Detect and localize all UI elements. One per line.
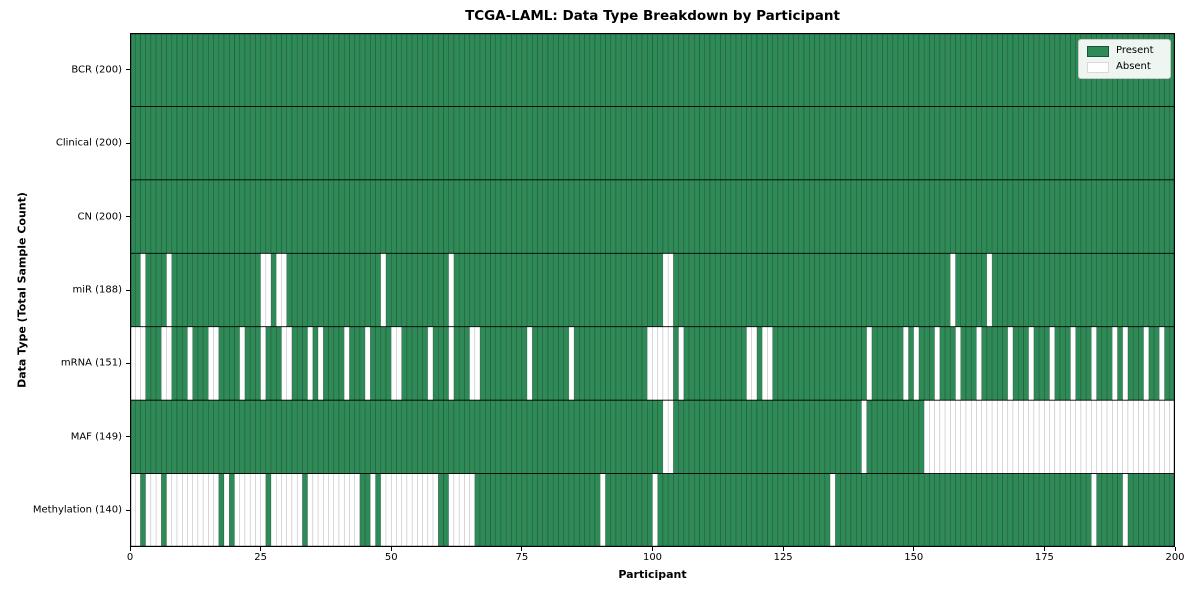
y-tick-label-CN: CN (200) (77, 211, 122, 223)
y-tick-mark (126, 289, 130, 291)
x-tick-label-0: 0 (126, 552, 134, 563)
x-tick-label-150: 150 (904, 552, 924, 563)
x-axis-label: Participant (618, 568, 687, 581)
x-tick-mark (129, 547, 131, 551)
y-tick-mark (126, 69, 130, 71)
y-tick-label-mRNA: mRNA (151) (60, 357, 122, 369)
y-tick-mark (126, 216, 130, 218)
legend-swatch-absent-icon (1087, 61, 1109, 73)
x-tick-mark (1174, 547, 1176, 551)
x-tick-label-25: 25 (254, 552, 267, 563)
x-tick-label-75: 75 (515, 552, 529, 563)
x-tick-mark (913, 547, 915, 551)
x-tick-mark (782, 547, 784, 551)
chart-title: TCGA-LAML: Data Type Breakdown by Partic… (465, 8, 840, 24)
legend-label-present: Present (1116, 45, 1154, 56)
y-tick-label-Clinical: Clinical (200) (55, 137, 122, 149)
x-tick-label-125: 125 (773, 552, 793, 563)
x-tick-mark (521, 547, 523, 551)
x-tick-label-175: 175 (1034, 552, 1054, 563)
y-tick-mark (126, 436, 130, 438)
y-tick-label-BCR: BCR (200) (71, 64, 122, 76)
heatmap-svg (130, 33, 1175, 547)
y-tick-label-MAF: MAF (149) (70, 431, 122, 443)
x-tick-mark (390, 547, 392, 551)
legend: Present Absent (1078, 39, 1171, 79)
y-tick-label-miR: miR (188) (72, 284, 122, 296)
x-tick-label-100: 100 (642, 552, 663, 563)
x-tick-mark (260, 547, 262, 551)
legend-item-absent: Absent (1087, 61, 1162, 73)
y-tick-mark (126, 509, 130, 511)
x-tick-label-200: 200 (1165, 552, 1185, 563)
legend-label-absent: Absent (1116, 61, 1151, 72)
x-tick-mark (1043, 547, 1045, 551)
y-tick-mark (126, 142, 130, 144)
y-tick-mark (126, 362, 130, 364)
legend-item-present: Present (1087, 45, 1162, 57)
legend-swatch-present-icon (1087, 45, 1109, 57)
x-tick-label-50: 50 (384, 552, 398, 563)
y-tick-label-Methylation: Methylation (140) (32, 504, 122, 516)
x-tick-mark (652, 547, 653, 551)
